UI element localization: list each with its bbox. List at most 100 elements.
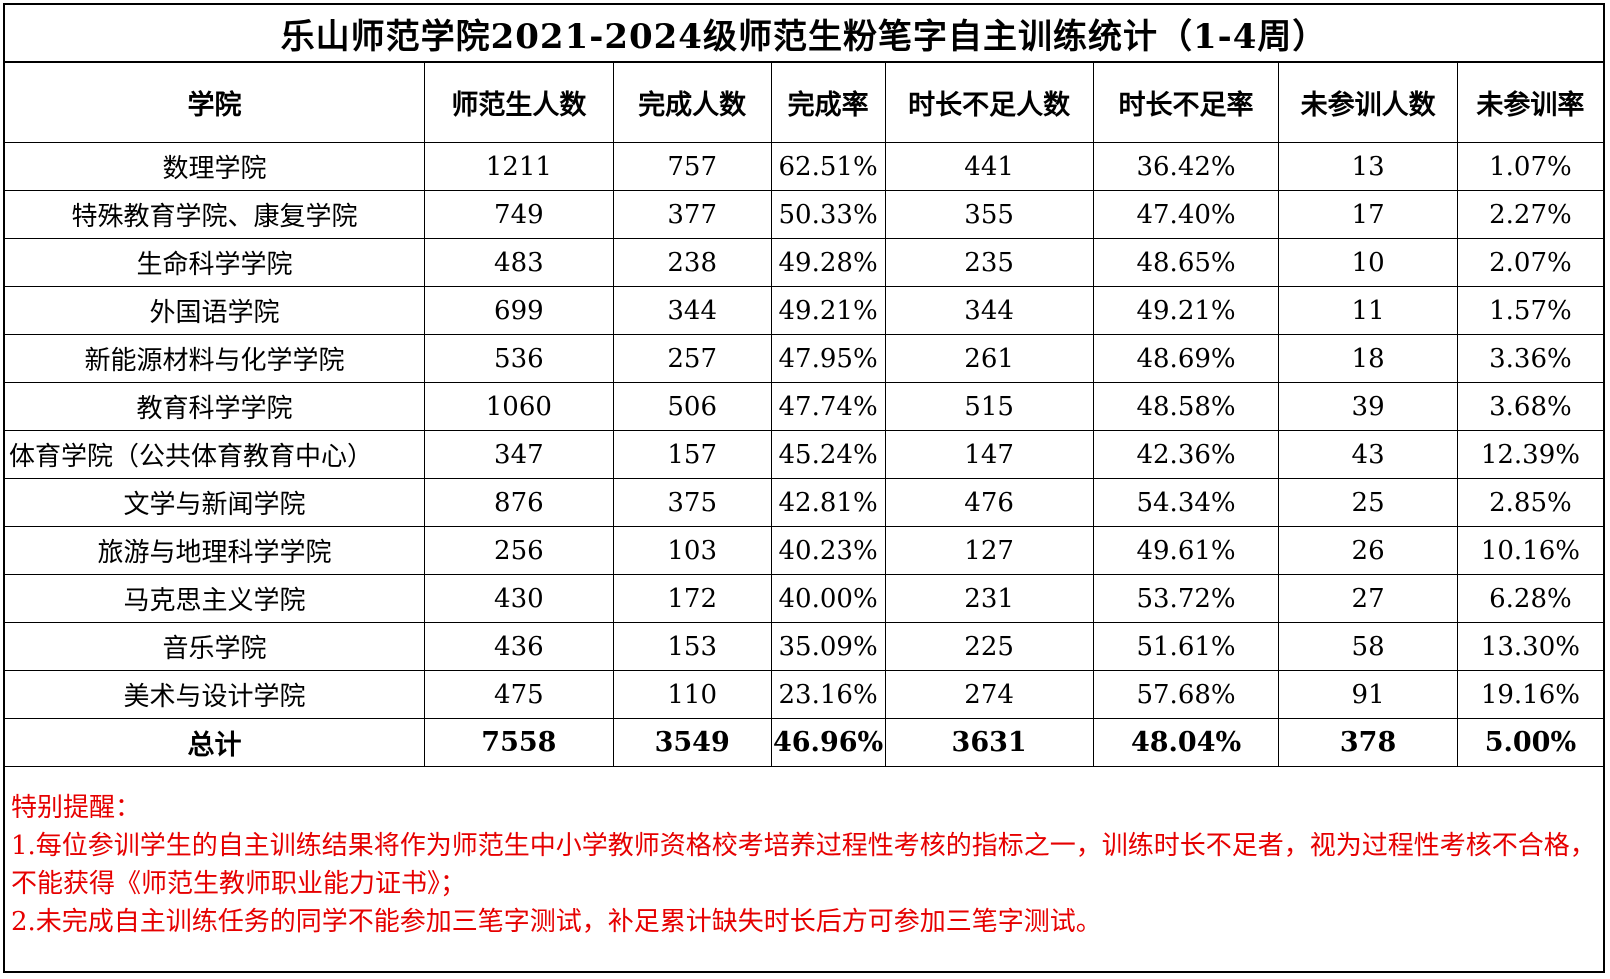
cell-absent-rate: 2.85% [1456, 478, 1603, 527]
total-row: 总计 7558 3549 46.96% 3631 48.04% 378 5.00% [5, 718, 1603, 767]
cell-student-count: 475 [424, 670, 614, 719]
cell-absent-rate: 12.39% [1456, 430, 1603, 479]
header-insufficient-count: 时长不足人数 [884, 63, 1094, 143]
cell-student-count: 436 [424, 622, 614, 671]
cell-completed-count: 506 [612, 382, 772, 431]
cell-insufficient-rate: 49.21% [1092, 286, 1280, 335]
cell-completion-rate: 35.09% [770, 622, 886, 671]
cell-college: 马克思主义学院 [5, 574, 425, 623]
cell-student-count: 256 [424, 526, 614, 575]
cell-completion-rate: 42.81% [770, 478, 886, 527]
cell-student-count: 347 [424, 430, 614, 479]
cell-completion-rate: 49.28% [770, 238, 886, 287]
cell-absent-rate: 3.36% [1456, 334, 1603, 383]
cell-absent-rate: 10.16% [1456, 526, 1603, 575]
special-reminder: 特别提醒： 1.每位参训学生的自主训练结果将作为师范生中小学教师资格校考培养过程… [5, 767, 1603, 941]
total-student-count: 7558 [424, 718, 614, 767]
cell-student-count: 483 [424, 238, 614, 287]
cell-absent-count: 26 [1278, 526, 1458, 575]
statistics-sheet: 乐山师范学院2021-2024级师范生粉笔字自主训练统计（1-4周） 学院 师范… [3, 3, 1605, 973]
cell-college: 外国语学院 [5, 286, 425, 335]
cell-absent-count: 39 [1278, 382, 1458, 431]
cell-absent-rate: 2.27% [1456, 190, 1603, 239]
cell-insufficient-count: 225 [884, 622, 1094, 671]
cell-insufficient-rate: 57.68% [1092, 670, 1280, 719]
total-absent-rate: 5.00% [1456, 718, 1603, 767]
cell-completed-count: 157 [612, 430, 772, 479]
cell-absent-count: 10 [1278, 238, 1458, 287]
cell-college: 文学与新闻学院 [5, 478, 425, 527]
cell-completed-count: 375 [612, 478, 772, 527]
cell-student-count: 876 [424, 478, 614, 527]
cell-absent-rate: 6.28% [1456, 574, 1603, 623]
cell-completed-count: 172 [612, 574, 772, 623]
cell-insufficient-rate: 47.40% [1092, 190, 1280, 239]
cell-absent-rate: 1.07% [1456, 142, 1603, 191]
table-row: 新能源材料与化学学院 536 257 47.95% 261 48.69% 18 3.36% [5, 334, 1603, 383]
cell-completion-rate: 62.51% [770, 142, 886, 191]
table-row: 生命科学学院 483 238 49.28% 235 48.65% 10 2.07% [5, 238, 1603, 287]
cell-college: 数理学院 [5, 142, 425, 191]
total-insufficient-rate: 48.04% [1092, 718, 1280, 767]
table-row: 数理学院 1211 757 62.51% 441 36.42% 13 1.07% [5, 142, 1603, 191]
table-row: 体育学院（公共体育教育中心） 347 157 45.24% 147 42.36% 43 12.… [5, 430, 1603, 479]
cell-absent-rate: 1.57% [1456, 286, 1603, 335]
cell-student-count: 1211 [424, 142, 614, 191]
table-body: 数理学院 1211 757 62.51% 441 36.42% 13 1.07% 特殊教育学院、… [5, 142, 1603, 767]
cell-student-count: 536 [424, 334, 614, 383]
cell-absent-count: 27 [1278, 574, 1458, 623]
cell-completed-count: 110 [612, 670, 772, 719]
cell-completion-rate: 49.21% [770, 286, 886, 335]
cell-insufficient-rate: 48.65% [1092, 238, 1280, 287]
reminder-heading: 特别提醒： [11, 793, 142, 823]
reminder-item-1: 1.每位参训学生的自主训练结果将作为师范生中小学教师资格校考培养过程性考核的指标… [11, 831, 1596, 899]
cell-insufficient-count: 231 [884, 574, 1094, 623]
cell-insufficient-count: 476 [884, 478, 1094, 527]
cell-insufficient-count: 355 [884, 190, 1094, 239]
total-completed-count: 3549 [612, 718, 772, 767]
cell-completed-count: 377 [612, 190, 772, 239]
header-insufficient-rate: 时长不足率 [1092, 63, 1280, 143]
sheet-title: 乐山师范学院2021-2024级师范生粉笔字自主训练统计（1-4周） [5, 5, 1603, 63]
header-absent-count: 未参训人数 [1278, 63, 1458, 143]
cell-absent-count: 18 [1278, 334, 1458, 383]
cell-completion-rate: 47.74% [770, 382, 886, 431]
cell-college: 旅游与地理科学学院 [5, 526, 425, 575]
cell-insufficient-rate: 51.61% [1092, 622, 1280, 671]
header-absent-rate: 未参训率 [1456, 63, 1603, 143]
cell-insufficient-count: 344 [884, 286, 1094, 335]
cell-completion-rate: 50.33% [770, 190, 886, 239]
cell-completed-count: 103 [612, 526, 772, 575]
cell-insufficient-rate: 48.69% [1092, 334, 1280, 383]
cell-college: 生命科学学院 [5, 238, 425, 287]
total-college: 总计 [5, 718, 425, 767]
cell-insufficient-count: 147 [884, 430, 1094, 479]
cell-completion-rate: 40.23% [770, 526, 886, 575]
cell-insufficient-count: 515 [884, 382, 1094, 431]
cell-insufficient-rate: 48.58% [1092, 382, 1280, 431]
cell-insufficient-rate: 36.42% [1092, 142, 1280, 191]
cell-completed-count: 257 [612, 334, 772, 383]
cell-student-count: 699 [424, 286, 614, 335]
table-row: 马克思主义学院 430 172 40.00% 231 53.72% 27 6.28% [5, 574, 1603, 623]
total-completion-rate: 46.96% [770, 718, 886, 767]
table-row: 外国语学院 699 344 49.21% 344 49.21% 11 1.57% [5, 286, 1603, 335]
cell-insufficient-count: 261 [884, 334, 1094, 383]
cell-student-count: 749 [424, 190, 614, 239]
cell-college: 美术与设计学院 [5, 670, 425, 719]
cell-college: 新能源材料与化学学院 [5, 334, 425, 383]
cell-completed-count: 757 [612, 142, 772, 191]
cell-absent-count: 43 [1278, 430, 1458, 479]
cell-completion-rate: 23.16% [770, 670, 886, 719]
cell-insufficient-rate: 42.36% [1092, 430, 1280, 479]
cell-absent-rate: 2.07% [1456, 238, 1603, 287]
total-insufficient-count: 3631 [884, 718, 1094, 767]
cell-absent-rate: 19.16% [1456, 670, 1603, 719]
cell-completion-rate: 45.24% [770, 430, 886, 479]
cell-student-count: 1060 [424, 382, 614, 431]
cell-insufficient-count: 235 [884, 238, 1094, 287]
cell-student-count: 430 [424, 574, 614, 623]
cell-insufficient-count: 441 [884, 142, 1094, 191]
cell-insufficient-rate: 54.34% [1092, 478, 1280, 527]
cell-absent-rate: 3.68% [1456, 382, 1603, 431]
